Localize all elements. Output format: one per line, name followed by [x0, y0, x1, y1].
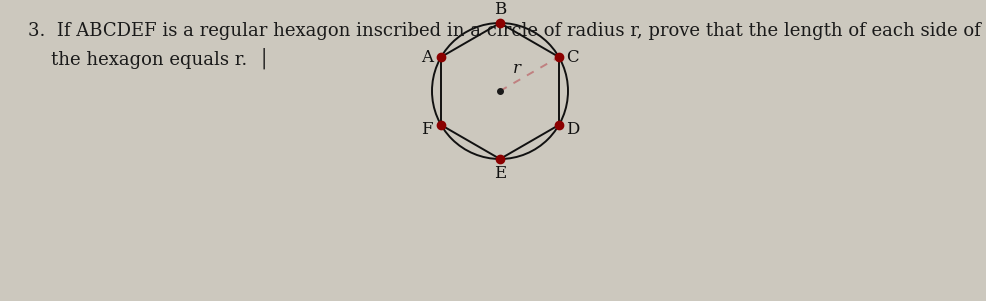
Text: the hexagon equals r.  │: the hexagon equals r. │ — [28, 48, 269, 70]
Text: D: D — [566, 120, 579, 138]
Text: E: E — [493, 166, 506, 182]
Text: A: A — [421, 48, 433, 66]
Text: F: F — [421, 120, 433, 138]
Text: 3.  If ABCDEF is a regular hexagon inscribed in a circle of radius r, prove that: 3. If ABCDEF is a regular hexagon inscri… — [28, 22, 980, 40]
Text: r: r — [512, 60, 521, 77]
Text: C: C — [566, 48, 579, 66]
Text: B: B — [493, 1, 506, 17]
